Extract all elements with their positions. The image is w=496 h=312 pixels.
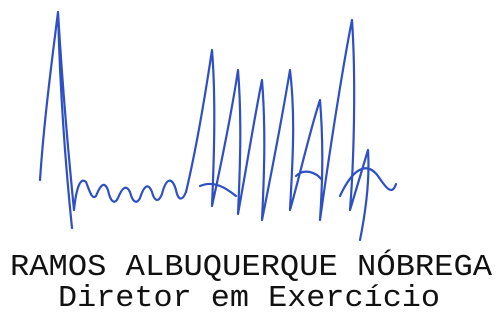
signer-title: Diretor em Exercício [58,281,440,312]
signer-name: RAMOS ALBUQUERQUE NÓBREGA [10,248,492,285]
signature-block: RAMOS ALBUQUERQUE NÓBREGA Diretor em Exe… [0,0,496,312]
handwritten-signature [40,12,396,240]
